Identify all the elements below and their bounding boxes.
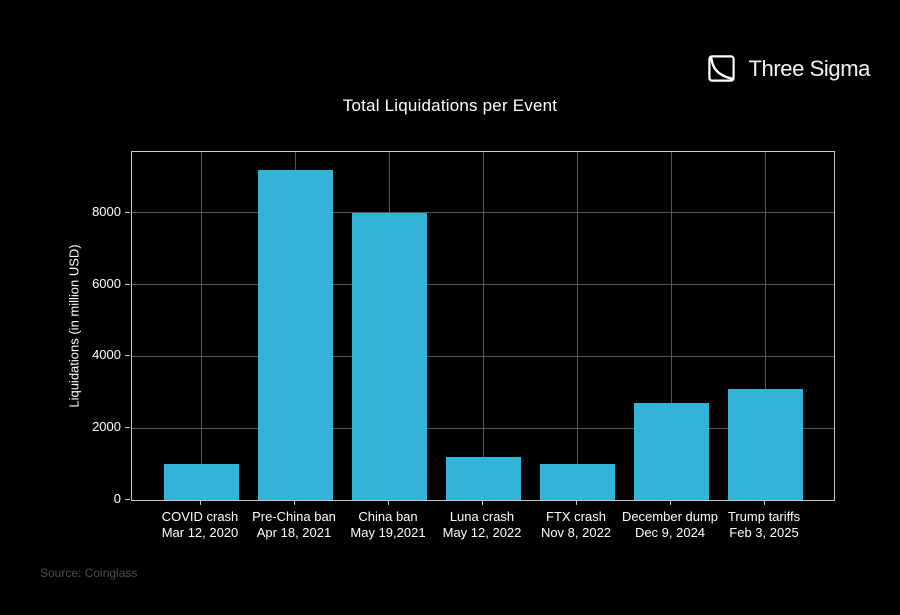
bar-china-ban bbox=[351, 212, 427, 500]
y-tick-mark-0 bbox=[125, 499, 130, 500]
x-tick-date: Apr 18, 2021 bbox=[256, 525, 332, 540]
y-tick-label-0: 0 bbox=[113, 491, 121, 506]
v-gridline-4 bbox=[576, 152, 578, 500]
three-sigma-logo: Three Sigma bbox=[708, 55, 870, 82]
y-axis-title: Liquidations (in million USD) bbox=[66, 244, 82, 408]
x-tick-event: Pre-China ban bbox=[252, 509, 336, 524]
x-tick-event: COVID crash bbox=[161, 509, 239, 524]
x-tick-mark-6 bbox=[764, 500, 765, 505]
x-tick-event: December dump bbox=[621, 509, 719, 524]
x-tick-event: China ban bbox=[358, 509, 418, 524]
y-tick-mark-8000 bbox=[125, 211, 130, 213]
bar-trump-tariffs bbox=[727, 388, 803, 500]
bar-luna-crash bbox=[445, 456, 521, 500]
x-tick-label-3: Luna crash May 12, 2022 bbox=[407, 509, 557, 541]
v-gridline-5 bbox=[670, 152, 672, 500]
y-tick-mark-2000 bbox=[125, 427, 130, 429]
v-gridline-0 bbox=[200, 152, 202, 500]
x-tick-mark-3 bbox=[482, 500, 483, 505]
x-tick-date: Nov 8, 2022 bbox=[540, 525, 612, 540]
x-tick-date: May 19,2021 bbox=[350, 525, 426, 540]
x-tick-label-1: Pre-China ban Apr 18, 2021 bbox=[219, 509, 369, 541]
x-tick-date: Mar 12, 2020 bbox=[161, 525, 239, 540]
y-tick-label-6000: 6000 bbox=[92, 275, 121, 291]
plot-area bbox=[131, 151, 835, 501]
x-tick-mark-0 bbox=[200, 500, 201, 505]
y-tick-label-4000: 4000 bbox=[92, 347, 121, 363]
logo-wordmark: Three Sigma bbox=[748, 55, 870, 81]
bar-pre-china-ban bbox=[257, 169, 333, 500]
v-gridline-3 bbox=[482, 152, 484, 500]
bar-covid-crash bbox=[163, 464, 239, 500]
y-tick-label-2000: 2000 bbox=[92, 419, 121, 435]
x-tick-label-2: China ban May 19,2021 bbox=[313, 509, 463, 541]
x-tick-event: Trump tariffs bbox=[727, 509, 801, 524]
bar-december-dump bbox=[633, 403, 709, 500]
x-tick-mark-1 bbox=[294, 500, 295, 505]
y-tick-label-8000: 8000 bbox=[92, 203, 121, 219]
x-tick-label-6: Trump tariffs Feb 3, 2025 bbox=[689, 509, 839, 541]
x-tick-date: May 12, 2022 bbox=[442, 525, 522, 540]
y-tick-mark-6000 bbox=[125, 283, 130, 285]
chart-title: Total Liquidations per Event bbox=[342, 96, 558, 115]
v-gridline-6 bbox=[764, 152, 766, 500]
y-tick-mark-4000 bbox=[125, 355, 130, 357]
x-tick-label-5: December dump Dec 9, 2024 bbox=[595, 509, 745, 541]
x-tick-mark-4 bbox=[576, 500, 577, 505]
x-tick-label-4: FTX crash Nov 8, 2022 bbox=[501, 509, 651, 541]
x-tick-date: Dec 9, 2024 bbox=[634, 525, 706, 540]
x-tick-mark-5 bbox=[670, 500, 671, 505]
x-tick-event: FTX crash bbox=[546, 509, 606, 524]
x-tick-date: Feb 3, 2025 bbox=[729, 525, 799, 540]
x-tick-label-0: COVID crash Mar 12, 2020 bbox=[125, 509, 275, 541]
bar-ftx-crash bbox=[539, 464, 615, 500]
three-sigma-curve-icon bbox=[708, 55, 736, 82]
x-tick-mark-2 bbox=[388, 500, 389, 505]
x-tick-event: Luna crash bbox=[449, 509, 515, 524]
source-caption: Source: Coinglass bbox=[40, 566, 138, 580]
